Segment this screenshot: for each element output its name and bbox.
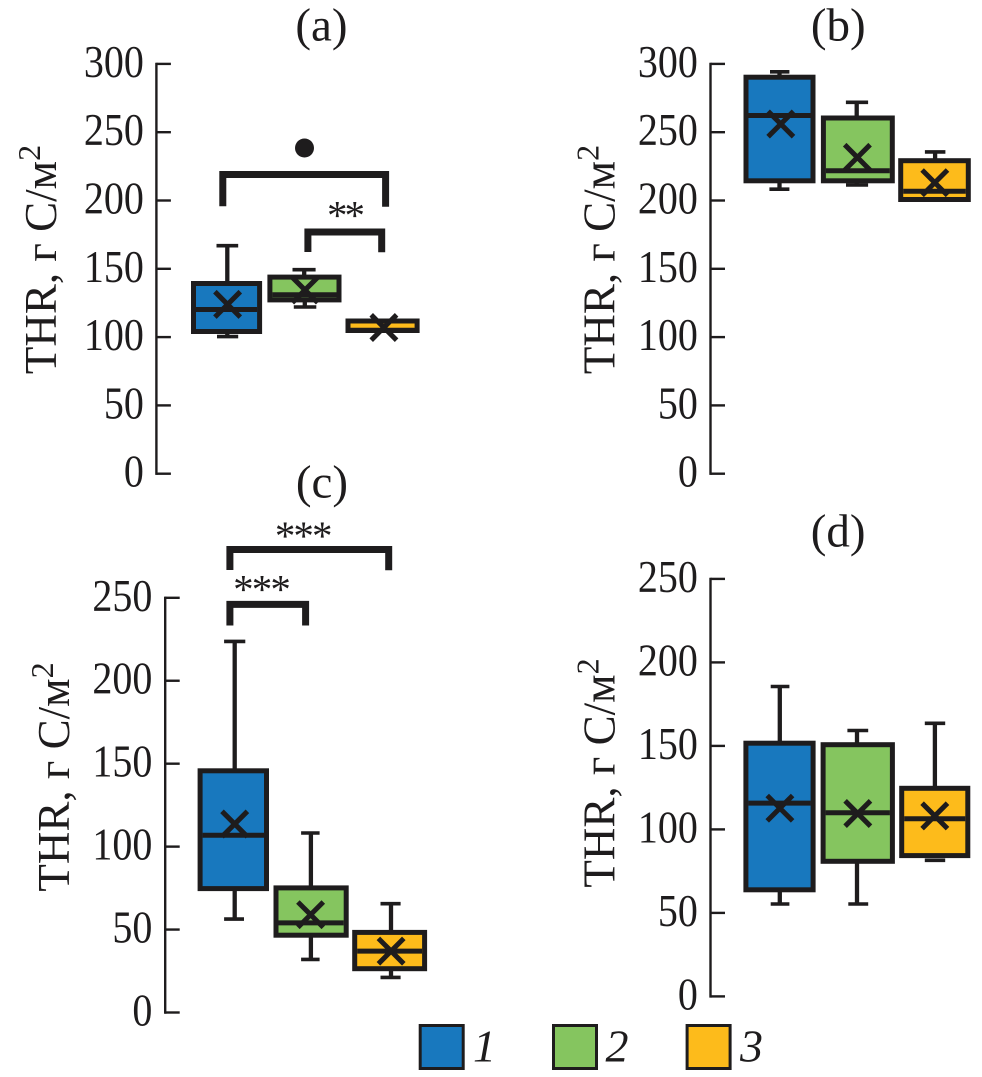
svg-text:0: 0 xyxy=(678,968,698,1019)
svg-text:THR, г С/м2: THR, г С/м2 xyxy=(24,662,79,891)
svg-text:50: 50 xyxy=(658,377,698,428)
svg-text:150: 150 xyxy=(84,241,144,292)
svg-text:250: 250 xyxy=(84,104,144,155)
svg-text:50: 50 xyxy=(658,885,698,936)
svg-text:(a): (a) xyxy=(295,0,347,52)
svg-text:300: 300 xyxy=(84,36,144,87)
svg-text:100: 100 xyxy=(638,801,698,852)
svg-text:200: 200 xyxy=(92,653,152,704)
svg-text:THR, г С/м2: THR, г С/м2 xyxy=(11,145,66,374)
svg-text:0: 0 xyxy=(132,985,152,1036)
svg-text:100: 100 xyxy=(84,309,144,360)
svg-text:*: * xyxy=(270,566,291,612)
svg-text:THR, г С/м2: THR, г С/м2 xyxy=(569,145,624,374)
svg-text:3: 3 xyxy=(739,1021,763,1072)
svg-text:50: 50 xyxy=(104,377,144,428)
svg-text:*: * xyxy=(327,192,348,238)
svg-text:THR, г С/м2: THR, г С/м2 xyxy=(570,658,625,887)
svg-text:(c): (c) xyxy=(296,457,348,509)
svg-text:200: 200 xyxy=(84,173,144,224)
svg-text:250: 250 xyxy=(92,570,152,621)
svg-text:250: 250 xyxy=(638,104,698,155)
svg-text:200: 200 xyxy=(638,634,698,685)
svg-text:200: 200 xyxy=(638,173,698,224)
svg-text:150: 150 xyxy=(92,736,152,787)
svg-text:100: 100 xyxy=(638,309,698,360)
svg-text:150: 150 xyxy=(638,241,698,292)
svg-text:250: 250 xyxy=(638,551,698,602)
svg-text:50: 50 xyxy=(112,902,152,953)
svg-text:150: 150 xyxy=(638,718,698,769)
svg-text:100: 100 xyxy=(92,819,152,870)
svg-text:300: 300 xyxy=(638,36,698,87)
svg-text:0: 0 xyxy=(678,446,698,497)
svg-text:*: * xyxy=(252,566,273,612)
svg-text:0: 0 xyxy=(124,446,144,497)
svg-text:1: 1 xyxy=(473,1021,496,1072)
svg-text:(b): (b) xyxy=(811,0,866,52)
svg-text:*: * xyxy=(344,192,365,238)
svg-text:2: 2 xyxy=(606,1021,629,1072)
svg-text:(d): (d) xyxy=(811,506,866,558)
svg-text:*: * xyxy=(233,566,254,612)
